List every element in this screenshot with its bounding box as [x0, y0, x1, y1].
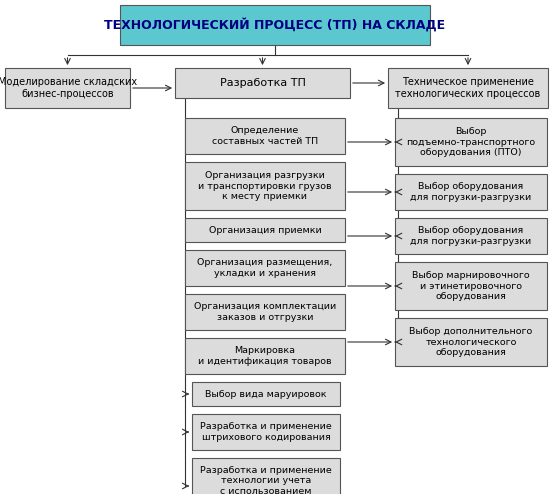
FancyBboxPatch shape — [395, 118, 547, 166]
FancyBboxPatch shape — [185, 218, 345, 242]
Text: Выбор оборудования
для погрузки-разгрузки: Выбор оборудования для погрузки-разгрузк… — [410, 182, 532, 202]
Text: Организация комплектации
заказов и отгрузки: Организация комплектации заказов и отгру… — [194, 302, 336, 322]
Text: Техническое применение
технологических процессов: Техническое применение технологических п… — [395, 77, 541, 99]
FancyBboxPatch shape — [395, 318, 547, 366]
Text: Организация приемки: Организация приемки — [209, 225, 321, 235]
FancyBboxPatch shape — [120, 5, 430, 45]
Text: Разработка и применение
штрихового кодирования: Разработка и применение штрихового кодир… — [200, 422, 332, 442]
FancyBboxPatch shape — [388, 68, 548, 108]
FancyBboxPatch shape — [185, 294, 345, 330]
Text: Выбор дополнительного
технологического
оборудования: Выбор дополнительного технологического о… — [410, 327, 533, 357]
FancyBboxPatch shape — [192, 414, 340, 450]
Text: Выбор марнировочного
и этинетировочного
оборудования: Выбор марнировочного и этинетировочного … — [412, 271, 530, 301]
FancyBboxPatch shape — [395, 218, 547, 254]
Text: Маркировка
и идентификация товаров: Маркировка и идентификация товаров — [198, 346, 332, 366]
Text: Выбор оборудования
для погрузки-разгрузки: Выбор оборудования для погрузки-разгрузк… — [410, 226, 532, 246]
FancyBboxPatch shape — [185, 162, 345, 210]
Text: ТЕХНОЛОГИЧЕСКИЙ ПРОЦЕСС (ТП) НА СКЛАДЕ: ТЕХНОЛОГИЧЕСКИЙ ПРОЦЕСС (ТП) НА СКЛАДЕ — [104, 18, 446, 32]
FancyBboxPatch shape — [395, 262, 547, 310]
Text: Разработка и применение
технологии учета
с использованием
штрихового кодирования: Разработка и применение технологии учета… — [200, 466, 332, 494]
FancyBboxPatch shape — [395, 174, 547, 210]
Text: Выбор
подъемно-транспортного
оборудования (ПТО): Выбор подъемно-транспортного оборудовани… — [406, 127, 536, 157]
Text: Организация размещения,
укладки и хранения: Организация размещения, укладки и хранен… — [198, 258, 332, 278]
Text: Выбор вида маруировок: Выбор вида маруировок — [205, 389, 327, 399]
Text: Моделирование складских
бизнес-процессов: Моделирование складских бизнес-процессов — [0, 77, 137, 99]
FancyBboxPatch shape — [185, 338, 345, 374]
FancyBboxPatch shape — [175, 68, 350, 98]
FancyBboxPatch shape — [192, 458, 340, 494]
Text: Разработка ТП: Разработка ТП — [220, 78, 305, 88]
FancyBboxPatch shape — [185, 250, 345, 286]
Text: Определение
составных частей ТП: Определение составных частей ТП — [212, 126, 318, 146]
FancyBboxPatch shape — [185, 118, 345, 154]
FancyBboxPatch shape — [192, 382, 340, 406]
FancyBboxPatch shape — [5, 68, 130, 108]
Text: Организация разгрузки
и транспортировки грузов
к месту приемки: Организация разгрузки и транспортировки … — [198, 171, 332, 201]
